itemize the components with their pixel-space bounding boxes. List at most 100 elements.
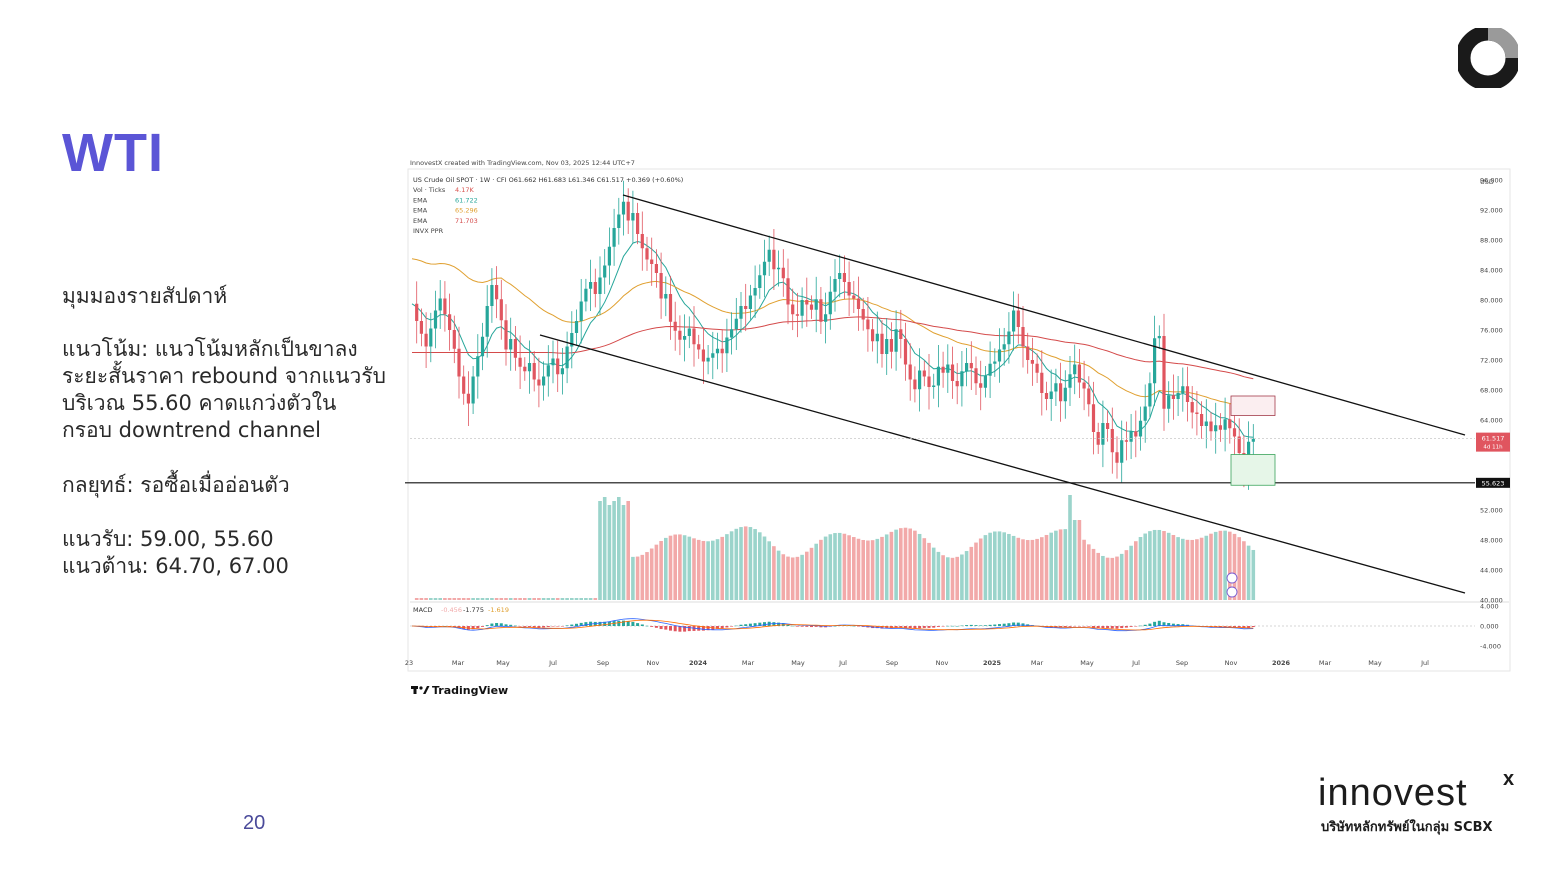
candle-body bbox=[443, 298, 447, 315]
macd-histogram-bar bbox=[814, 626, 818, 627]
macd-histogram-bar bbox=[659, 626, 663, 630]
volume-bar bbox=[833, 533, 837, 600]
candle-body bbox=[448, 314, 452, 330]
macd-histogram-bar bbox=[927, 626, 931, 628]
candle-body bbox=[800, 300, 804, 316]
macd-histogram-bar bbox=[922, 626, 926, 628]
candle-body bbox=[527, 363, 532, 372]
volume-bar bbox=[711, 540, 715, 600]
macd-histogram-bar bbox=[739, 624, 743, 626]
macd-histogram-bar bbox=[1148, 623, 1152, 626]
candle-body bbox=[1138, 420, 1143, 437]
macd-histogram-bar bbox=[979, 625, 983, 626]
macd-histogram-bar bbox=[988, 624, 992, 626]
channel-lower-line bbox=[539, 334, 1466, 594]
x-tick-label: Nov bbox=[1225, 659, 1238, 667]
candle-body bbox=[1110, 429, 1114, 453]
volume-bar bbox=[527, 598, 532, 600]
candle-body bbox=[908, 364, 912, 380]
candle-body bbox=[1200, 414, 1204, 426]
volume-bar bbox=[1143, 533, 1147, 600]
candle-body bbox=[589, 282, 593, 289]
candle-body bbox=[598, 277, 602, 294]
macd-histogram-bar bbox=[499, 623, 503, 626]
macd-histogram-bar bbox=[443, 625, 447, 627]
macd-histogram-bar bbox=[763, 622, 766, 626]
volume-bar bbox=[1166, 532, 1171, 600]
volume-bar bbox=[889, 531, 894, 600]
volume-bar bbox=[457, 598, 461, 600]
macd-histogram-bar bbox=[1242, 626, 1246, 628]
volume-bar bbox=[964, 551, 969, 600]
candle-body bbox=[471, 376, 475, 404]
macd-histogram-bar bbox=[481, 626, 484, 627]
volume-bar bbox=[1110, 557, 1115, 600]
macd-histogram-bar bbox=[941, 626, 945, 627]
brand-ring-icon bbox=[1458, 28, 1518, 88]
candle-body bbox=[993, 361, 997, 364]
macd-histogram-bar bbox=[1021, 623, 1025, 626]
volume-bar bbox=[480, 598, 485, 600]
macd-histogram-bar bbox=[1124, 626, 1128, 628]
volume-bar bbox=[570, 598, 574, 600]
macd-histogram-bar bbox=[556, 626, 560, 627]
volume-bar bbox=[523, 598, 527, 600]
page-number: 20 bbox=[243, 812, 266, 834]
y-tick-label: 64.000 bbox=[1480, 417, 1503, 425]
candle-body bbox=[955, 381, 959, 387]
candle-body bbox=[480, 336, 485, 357]
macd-histogram-bar bbox=[575, 623, 578, 626]
volume-bar bbox=[490, 598, 494, 600]
volume-bar bbox=[842, 533, 847, 600]
volume-bar bbox=[438, 598, 442, 600]
volume-bar bbox=[640, 554, 645, 600]
macd-histogram-bar bbox=[631, 621, 635, 626]
candle-body bbox=[1082, 382, 1086, 389]
candle-body bbox=[1026, 346, 1030, 360]
candle-body bbox=[922, 370, 926, 377]
candle-body bbox=[490, 285, 494, 306]
volume-bar bbox=[1049, 532, 1053, 600]
candle-body bbox=[650, 259, 654, 264]
volume-bar bbox=[1077, 520, 1082, 600]
candle-body bbox=[1040, 372, 1044, 393]
macd-histogram-bar bbox=[528, 626, 531, 627]
volume-bar bbox=[753, 529, 757, 600]
volume-bar bbox=[1237, 537, 1241, 600]
volume-bar bbox=[1218, 530, 1223, 600]
x-tick-label: 2026 bbox=[1272, 659, 1291, 667]
candle-body bbox=[715, 348, 720, 354]
x-tick-label: May bbox=[1368, 659, 1382, 667]
candle-body bbox=[706, 357, 710, 362]
macd-histogram-bar bbox=[1073, 626, 1077, 627]
volume-bar bbox=[983, 535, 988, 600]
macd-histogram-bar bbox=[673, 626, 677, 632]
trend-line-1: แนวโน้ม: แนวโน้มหลักเป็นขาลง bbox=[62, 337, 358, 361]
macd-histogram-bar bbox=[1082, 626, 1086, 627]
volume-bar bbox=[1171, 534, 1176, 600]
candle-body bbox=[1059, 383, 1063, 402]
indicator-label: EMA bbox=[413, 196, 428, 204]
candle-body bbox=[739, 306, 743, 319]
candle-body bbox=[1101, 423, 1105, 445]
indicator-value: 61.722 bbox=[455, 196, 478, 204]
chart-credit-line: InnovestX created with TradingView.com, … bbox=[410, 159, 635, 167]
macd-histogram-bar bbox=[650, 626, 654, 627]
candle-body bbox=[654, 264, 658, 273]
volume-bar bbox=[429, 598, 433, 600]
view-heading: มุมมองรายสัปดาห์ bbox=[62, 284, 228, 308]
volume-bar bbox=[880, 536, 884, 600]
macd-histogram-bar bbox=[720, 626, 724, 629]
macd-value: -0.456 bbox=[441, 606, 462, 614]
volume-bar bbox=[687, 536, 692, 600]
volume-bar bbox=[875, 538, 880, 600]
volume-bar bbox=[922, 538, 927, 600]
macd-histogram-bar bbox=[847, 625, 851, 627]
volume-bar bbox=[1063, 529, 1068, 600]
volume-bar bbox=[772, 546, 776, 600]
macd-histogram-bar bbox=[777, 622, 781, 626]
macd-histogram-bar bbox=[810, 626, 813, 628]
volume-bar bbox=[814, 543, 818, 600]
candle-body bbox=[1054, 383, 1058, 392]
macd-histogram-bar bbox=[1007, 623, 1011, 626]
